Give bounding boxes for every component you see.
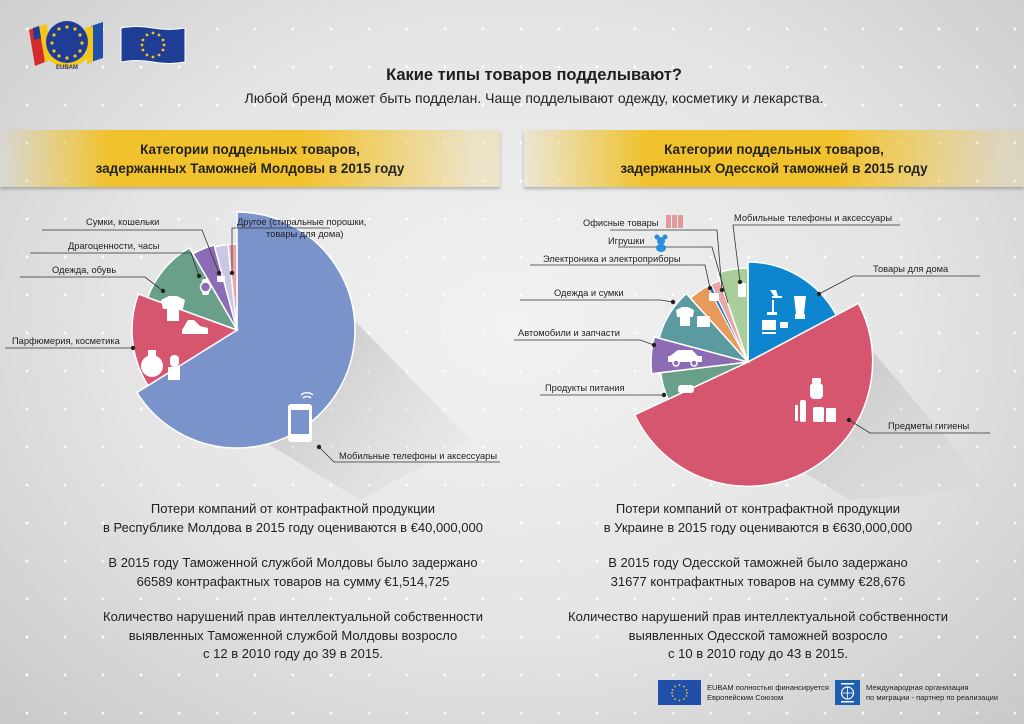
label-left-bags: Сумки, кошельки — [86, 217, 159, 227]
iom-line2: по миграции - партнер по реализации — [866, 692, 999, 702]
watch-icon — [199, 279, 212, 295]
hygiene-products-icon — [795, 378, 836, 422]
left-slice-clothing[interactable] — [146, 246, 239, 332]
eubam-logo-icon: EUBAM — [29, 21, 103, 71]
iom-logo-icon — [835, 680, 860, 705]
right-chart-banner: Категории поддельных товаров, задержанны… — [524, 130, 1024, 187]
left-slice-other[interactable] — [227, 243, 238, 331]
label-right-cars: Автомобили и запчасти — [518, 328, 620, 338]
car-icon — [668, 350, 702, 367]
label-left-mobile: Мобильные телефоны и аксессуары — [339, 451, 497, 461]
monitor-icon — [709, 293, 719, 301]
left-slice-mobile[interactable] — [135, 211, 356, 449]
footer-eu-funding: EUBAM полностью финансируется Европейски… — [658, 680, 829, 705]
shirt-and-suitcase-icon — [676, 307, 710, 327]
phone-icon — [288, 392, 314, 442]
footer-iom-partner: Международная организация по миграции - … — [835, 680, 998, 705]
perfume-bottle-icon — [141, 350, 180, 380]
burger-icon — [678, 385, 694, 393]
page-title: Какие типы товаров подделывают? — [386, 66, 682, 84]
right-pie: Товары для дома Предметы гигиены Продукт… — [514, 213, 990, 500]
left-stat-seized: В 2015 году Таможенной службой Молдовы б… — [108, 555, 478, 589]
right-slice-hygiene[interactable] — [633, 302, 874, 488]
right-slice-electronics[interactable] — [689, 285, 749, 363]
left-banner-line1: Категории поддельных товаров, — [140, 141, 360, 157]
left-stats: Потери компаний от контрафактной продукц… — [83, 500, 503, 681]
right-stat-violations: Количество нарушений прав интеллектуальн… — [568, 609, 948, 661]
label-right-clothing: Одежда и сумки — [554, 288, 624, 298]
label-right-mobile: Мобильные телефоны и аксессуары — [734, 213, 892, 223]
eu-funding-line1: EUBAM полностью финансируется — [707, 682, 829, 692]
shirt-and-shoe-icon — [161, 296, 208, 334]
label-left-perfume: Парфюмерия, косметика — [12, 336, 121, 346]
page-subtitle: Любой бренд может быть подделан. Чаще по… — [244, 90, 824, 106]
label-right-household: Товары для дома — [873, 264, 949, 274]
label-right-office: Офисные товары — [583, 218, 659, 228]
right-banner-line1: Категории поддельных товаров, — [664, 141, 884, 157]
right-stats: Потери компаний от контрафактной продукц… — [548, 500, 968, 681]
right-slice-household[interactable] — [747, 261, 838, 364]
label-left-jewelry: Драгоценности, часы — [68, 241, 160, 251]
label-right-toys: Игрушки — [608, 236, 645, 246]
office-binders-icon — [666, 215, 683, 228]
left-stat-violations: Количество нарушений прав интеллектуальн… — [103, 609, 483, 661]
eu-funding-line2: Европейским Союзом — [707, 692, 784, 702]
iom-line1: Международная организация — [866, 682, 969, 692]
label-left-other-line2: товары для дома) — [266, 229, 344, 239]
left-stat-losses: Потери компаний от контрафактной продукц… — [103, 501, 483, 535]
header: Какие типы товаров подделывают? Любой бр… — [0, 66, 1024, 106]
right-banner-line2: задержанных Одесской таможней в 2015 год… — [620, 160, 928, 176]
eu-flag-small-icon — [658, 680, 701, 705]
label-left-other-line1: Другое (стиральные порошки, — [237, 217, 366, 227]
label-right-electronics: Электроника и электроприборы — [543, 254, 681, 264]
wallet-icon — [217, 276, 225, 282]
header-logos: EUBAM — [25, 18, 187, 72]
teddy-bear-icon — [654, 234, 668, 252]
right-stat-seized: В 2015 году Одесской таможней было задер… — [608, 555, 908, 589]
eu-flag-icon — [120, 26, 186, 64]
left-chart-banner: Категории поддельных товаров, задержанны… — [0, 130, 500, 187]
mobile-phone-icon — [738, 283, 746, 297]
left-slice-jewelry[interactable] — [191, 244, 238, 331]
svg-text:EUBAM: EUBAM — [56, 65, 78, 71]
label-right-food: Продукты питания — [545, 383, 625, 393]
right-stat-losses: Потери компаний от контрафактной продукц… — [603, 501, 913, 535]
label-right-hygiene: Предметы гигиены — [888, 421, 969, 431]
label-left-clothing: Одежда, обувь — [52, 265, 116, 275]
left-pie: Мобильные телефоны и аксессуары Парфюмер… — [5, 211, 500, 500]
left-banner-line2: задержанных Таможней Молдовы в 2015 году — [95, 160, 405, 176]
household-appliances-icon — [762, 290, 806, 334]
